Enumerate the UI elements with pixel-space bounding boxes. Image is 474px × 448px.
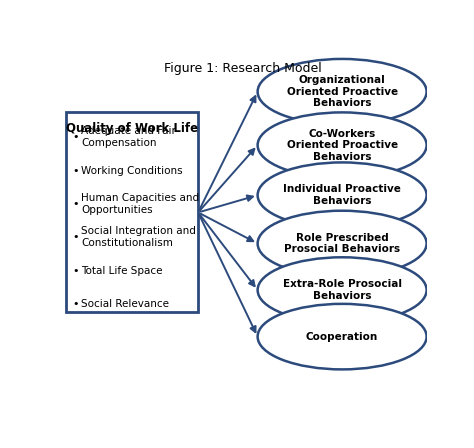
Text: Quality of Work Life: Quality of Work Life [66,122,198,135]
Ellipse shape [258,304,427,370]
Text: Total Life Space: Total Life Space [82,266,163,276]
Ellipse shape [258,211,427,276]
Text: •: • [73,132,79,142]
Text: Human Capacities and
Opportunities: Human Capacities and Opportunities [82,193,200,215]
Text: Extra-Role Prosocial
Behaviors: Extra-Role Prosocial Behaviors [283,279,401,301]
Ellipse shape [258,112,427,178]
Text: •: • [73,299,79,309]
Text: •: • [73,166,79,176]
FancyBboxPatch shape [66,112,198,313]
Text: Individual Proactive
Behaviors: Individual Proactive Behaviors [283,185,401,206]
Text: •: • [73,266,79,276]
Text: Cooperation: Cooperation [306,332,378,342]
Text: •: • [73,199,79,209]
Text: Social Relevance: Social Relevance [82,299,169,309]
Text: Social Integration and
Constitutionalism: Social Integration and Constitutionalism [82,226,196,248]
Text: Role Prescribed
Prosocial Behaviors: Role Prescribed Prosocial Behaviors [284,233,400,254]
Text: Co-Workers
Oriented Proactive
Behaviors: Co-Workers Oriented Proactive Behaviors [287,129,398,162]
Text: Figure 1: Research Model: Figure 1: Research Model [164,62,322,75]
Text: Working Conditions: Working Conditions [82,166,183,176]
Text: •: • [73,232,79,242]
Text: Organizational
Oriented Proactive
Behaviors: Organizational Oriented Proactive Behavi… [287,75,398,108]
Ellipse shape [258,257,427,323]
Ellipse shape [258,59,427,125]
Text: Adequate and Fair
Compensation: Adequate and Fair Compensation [82,126,176,148]
Ellipse shape [258,163,427,228]
